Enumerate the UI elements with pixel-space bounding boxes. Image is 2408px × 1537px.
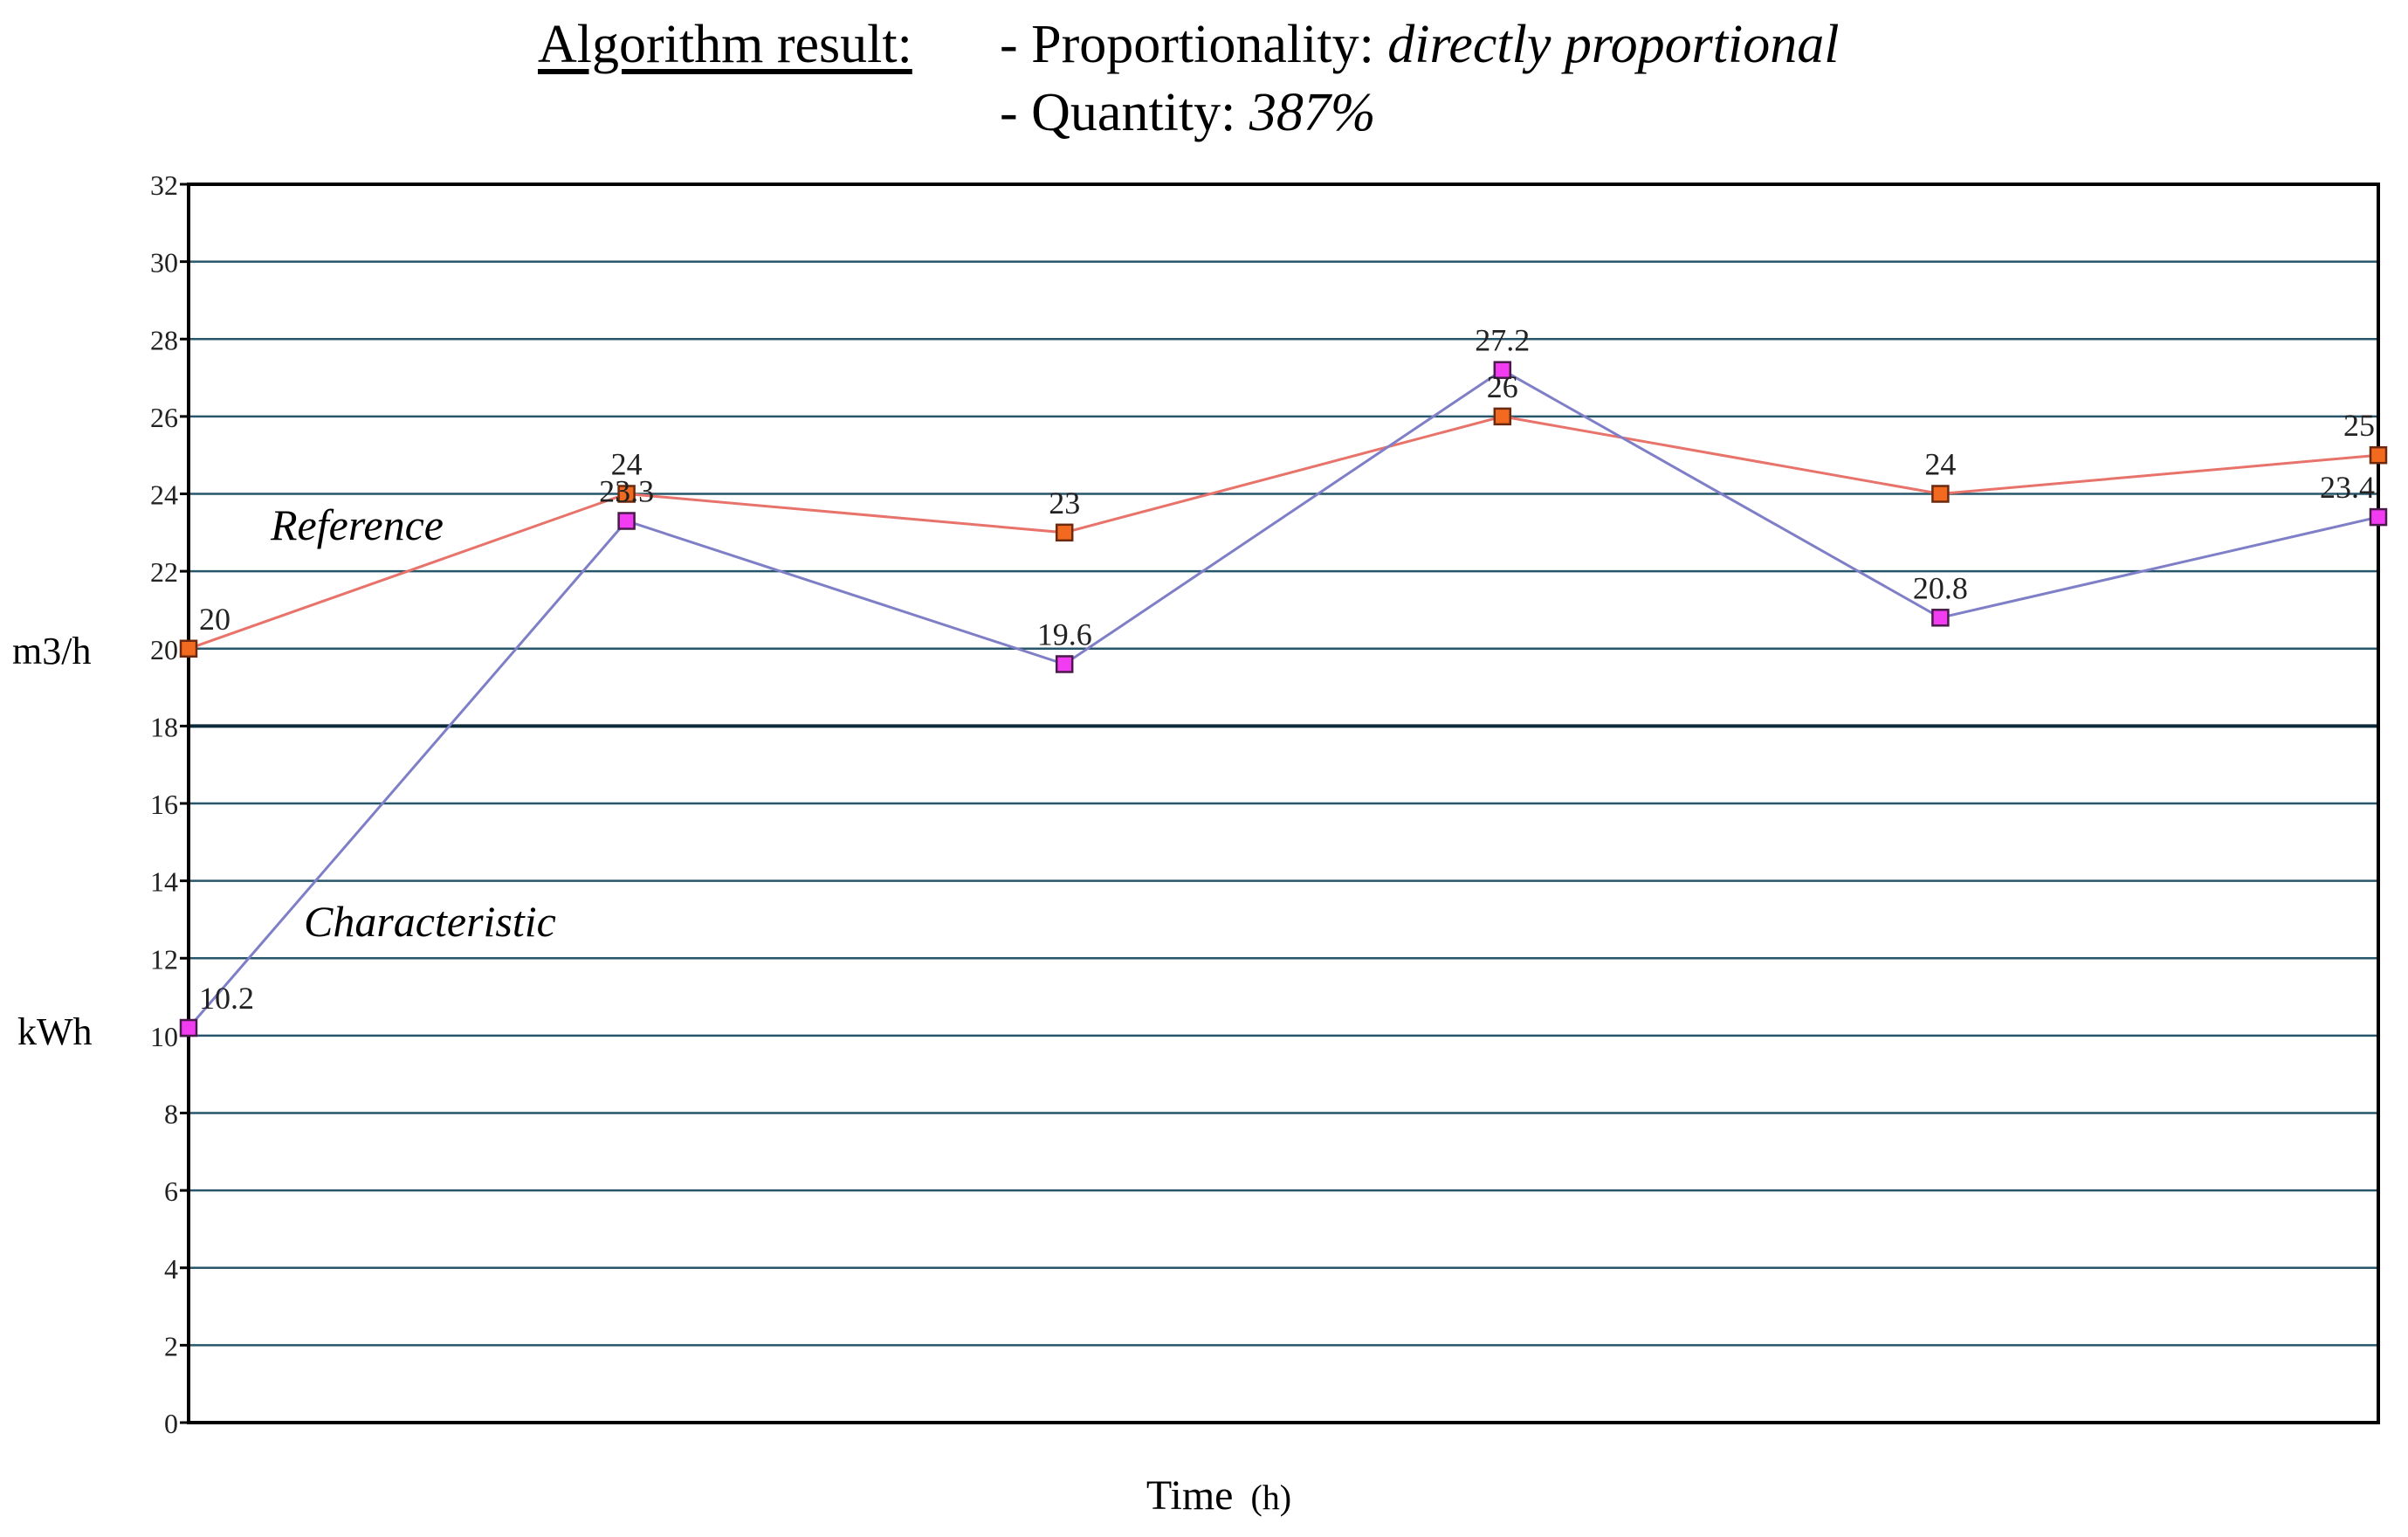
quantity-value: 387%: [1249, 83, 1376, 142]
y-tick-label-18: 18: [150, 711, 178, 742]
data-labels: 20 24 23 26 24 25 10.2 23.3 19.6 27.2 20.8 23.4: [199, 323, 2375, 1016]
proportionality-value: directly proportional: [1387, 15, 1840, 74]
plot-area-border: [187, 183, 2380, 1424]
proportionality-prefix: - Proportionality:: [1000, 15, 1388, 74]
y-tick-label-6: 6: [164, 1175, 178, 1207]
series-name-characteristic: Characteristic: [304, 897, 556, 946]
marker-reference-5: [2369, 445, 2388, 465]
y-axis-label-top: m3/h: [12, 630, 91, 672]
y-tick-label-14: 14: [150, 866, 178, 898]
marker-reference-4: [1931, 485, 1950, 503]
data-label-characteristic-2: 19.6: [1037, 617, 1092, 651]
x-axis-label: Time (h): [1146, 1472, 1291, 1519]
y-tick-label-16: 16: [150, 789, 178, 820]
x-axis-label-main: Time: [1146, 1472, 1234, 1519]
data-label-reference-3: 26: [1487, 369, 1518, 404]
y-tick-label-24: 24: [150, 479, 178, 511]
marker-characteristic-1: [617, 512, 636, 530]
data-label-reference-4: 24: [1924, 447, 1956, 482]
y-tick-label-20: 20: [150, 634, 178, 665]
y-tick-label-0: 0: [164, 1408, 178, 1439]
data-label-characteristic-5: 23.4: [2320, 470, 2375, 505]
y-axis-label-bottom: kWh: [17, 1010, 93, 1053]
marker-reference-2: [1055, 523, 1074, 542]
series-name-reference: Reference: [270, 500, 444, 549]
y-tick-label-26: 26: [150, 402, 178, 433]
marker-characteristic-3: [1493, 361, 1512, 379]
y-tick-label-4: 4: [164, 1253, 178, 1285]
x-axis-label-unit: (h): [1250, 1478, 1291, 1517]
y-tick-label-28: 28: [150, 324, 178, 355]
data-label-reference-5: 25: [2343, 408, 2375, 443]
algorithm-result-label: Algorithm result:: [538, 15, 912, 74]
data-label-characteristic-0: 10.2: [199, 981, 254, 1016]
marker-reference-3: [1493, 407, 1512, 426]
y-tick-label-10: 10: [150, 1021, 178, 1052]
marker-characteristic-5: [2369, 507, 2388, 527]
marker-characteristic-0: [179, 1018, 198, 1037]
y-tick-label-8: 8: [164, 1099, 178, 1130]
series-markers: [179, 361, 2388, 1037]
data-label-characteristic-1: 23.3: [599, 474, 654, 509]
marker-reference-0: [179, 639, 198, 658]
y-tick-label-12: 12: [150, 943, 178, 975]
series-line-characteristic: [187, 368, 2379, 1029]
grid-lines: [189, 260, 2378, 1347]
quantity-prefix: - Quantity:: [1000, 83, 1249, 142]
y-tick-label-30: 30: [150, 247, 178, 279]
marker-characteristic-4: [1931, 609, 1950, 627]
marker-characteristic-2: [1055, 655, 1074, 673]
marker-reference-1: [617, 485, 636, 503]
data-label-reference-0: 20: [199, 602, 230, 637]
series-lines: [187, 368, 2379, 1029]
data-label-characteristic-4: 20.8: [1913, 570, 1968, 605]
series-line-reference: [188, 415, 2379, 651]
data-label-characteristic-3: 27.2: [1475, 323, 1530, 358]
y-tick-label-32: 32: [150, 169, 178, 201]
y-tick-label-2: 2: [164, 1330, 178, 1361]
data-label-reference-1: 24: [611, 447, 643, 482]
quantity-line: - Quantity: 387%: [1000, 86, 1376, 140]
proportionality-line: - Proportionality: directly proportional: [1000, 17, 1840, 72]
data-label-reference-2: 23: [1049, 486, 1080, 520]
y-tick-label-22: 22: [150, 556, 178, 588]
